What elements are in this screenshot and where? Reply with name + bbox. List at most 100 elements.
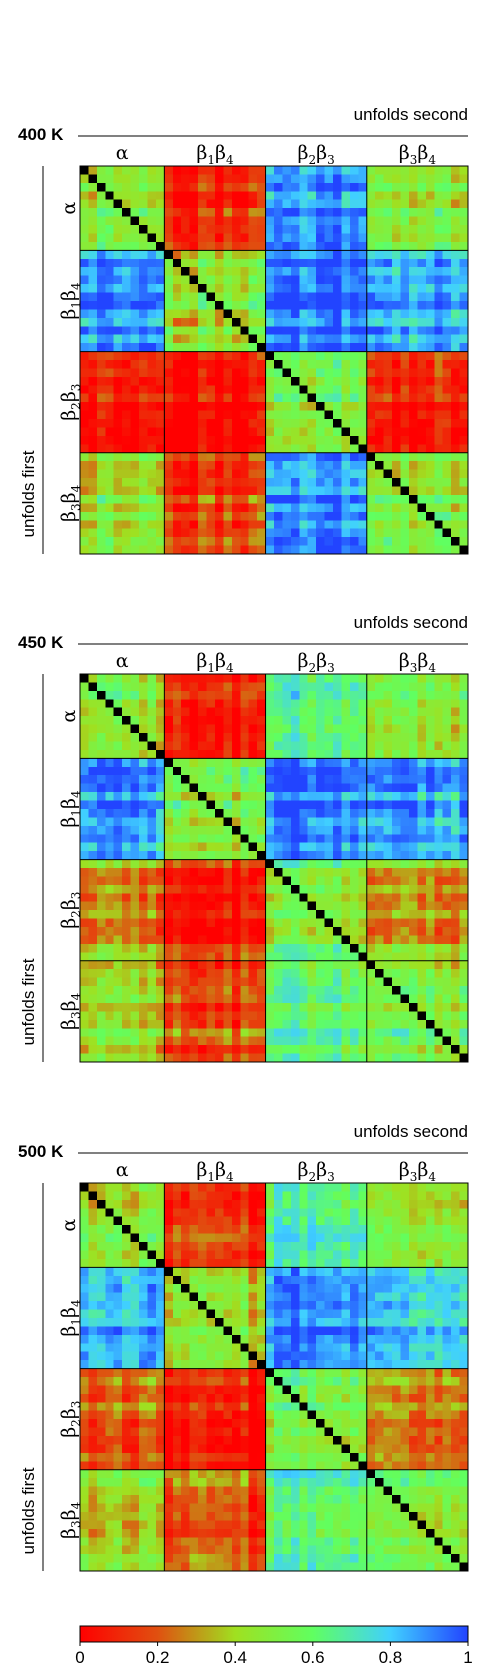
heatmap-cell <box>333 334 342 344</box>
heatmap-cell <box>358 1019 368 1029</box>
heatmap-cell <box>189 360 199 369</box>
heatmap-cell <box>290 1216 300 1226</box>
heatmap-cell <box>206 461 216 470</box>
heatmap-cell <box>248 1199 258 1209</box>
heatmap-cell <box>316 1225 325 1234</box>
heatmap-cell <box>130 808 140 818</box>
heatmap-cell <box>408 494 418 504</box>
heatmap-cell <box>257 343 266 352</box>
heatmap-cell <box>358 427 368 437</box>
row-region-label: β1β4 <box>58 1299 83 1337</box>
heatmap-cell <box>282 1301 292 1310</box>
heatmap-cell <box>164 351 174 361</box>
heatmap-cell <box>451 910 460 919</box>
heatmap-cell <box>358 1225 368 1234</box>
heatmap-cell <box>417 783 427 793</box>
heatmap-cell <box>375 452 384 462</box>
heatmap-cell <box>139 376 148 386</box>
heatmap-cell <box>316 733 325 742</box>
heatmap-cell <box>231 1258 241 1268</box>
heatmap-cell <box>451 478 460 487</box>
heatmap-cell <box>189 918 199 928</box>
heatmap-cell <box>425 199 435 209</box>
heatmap-cell <box>147 174 157 184</box>
heatmap-cell <box>189 199 199 209</box>
heatmap-cell <box>198 334 207 344</box>
heatmap-cell <box>400 182 410 192</box>
heatmap-cell <box>274 1053 283 1063</box>
heatmap-cell <box>223 775 233 784</box>
heatmap-cell <box>408 511 418 521</box>
heatmap-cell <box>223 182 233 192</box>
heatmap-cell <box>299 258 309 268</box>
heatmap-cell <box>349 326 359 335</box>
heatmap-cell <box>358 191 368 201</box>
heatmap-cell <box>274 1250 283 1260</box>
heatmap-cell <box>349 435 359 445</box>
heatmap-cell <box>265 690 275 700</box>
heatmap-cell <box>214 766 224 776</box>
heatmap-cell <box>282 182 292 192</box>
heatmap-cell <box>341 935 351 945</box>
heatmap-cell <box>214 182 224 192</box>
heatmap-cell <box>383 1002 393 1012</box>
heatmap-cell <box>392 208 401 217</box>
heatmap-cell <box>400 884 410 894</box>
heatmap-cell <box>223 868 233 877</box>
heatmap-cell <box>181 741 190 751</box>
heatmap-cell <box>88 1284 98 1293</box>
heatmap-cell <box>366 503 376 513</box>
heatmap-cell <box>139 868 148 877</box>
column-region-label: β3β4 <box>399 1159 437 1184</box>
heatmap-cell <box>417 545 427 555</box>
heatmap-cell <box>408 469 418 479</box>
heatmap-cell <box>164 918 174 928</box>
heatmap-cell <box>231 410 241 420</box>
heatmap-cell <box>375 1191 384 1201</box>
heatmap-cell <box>366 690 376 700</box>
heatmap-cell <box>425 766 435 776</box>
heatmap-cell <box>198 1284 207 1293</box>
heatmap-cell <box>358 825 368 835</box>
heatmap-cell <box>130 511 140 521</box>
heatmap-cell <box>408 1028 418 1037</box>
heatmap-cell <box>130 699 140 709</box>
heatmap-cell <box>105 284 115 293</box>
heatmap-cell <box>122 486 131 496</box>
heatmap-cell <box>139 758 148 768</box>
heatmap-cell <box>231 859 241 869</box>
heatmap-cell <box>130 758 140 768</box>
heatmap-cell <box>400 969 410 978</box>
heatmap-cell <box>459 1053 469 1063</box>
heatmap-cell <box>265 452 275 462</box>
heatmap-cell <box>324 1028 334 1037</box>
heatmap-cell <box>231 275 241 285</box>
heatmap-cell <box>417 766 427 776</box>
heatmap-cell <box>408 174 418 184</box>
heatmap-cell <box>282 385 292 395</box>
heatmap-cell <box>80 1036 89 1046</box>
heatmap-cell <box>408 317 418 327</box>
heatmap-cell <box>341 1216 351 1226</box>
heatmap-cell <box>248 800 258 810</box>
heatmap-cell <box>164 884 174 894</box>
heatmap-cell <box>358 935 368 945</box>
heatmap-cell <box>307 376 317 386</box>
heatmap-cell <box>349 199 359 209</box>
heatmap-cell <box>181 267 190 276</box>
heatmap-cell <box>392 969 401 978</box>
heatmap-cell <box>383 1275 393 1285</box>
heatmap-cell <box>257 766 266 776</box>
heatmap-cell <box>147 1275 157 1285</box>
heatmap-cell <box>392 1183 401 1192</box>
heatmap-cell <box>240 733 249 742</box>
heatmap-cell <box>400 250 410 260</box>
heatmap-cell <box>366 309 376 319</box>
heatmap-cell <box>425 191 435 201</box>
heatmap-cell <box>189 775 199 784</box>
heatmap-cell <box>198 868 207 877</box>
heatmap-cell <box>231 1233 241 1243</box>
heatmap-cell <box>459 292 469 302</box>
heatmap-cell <box>400 241 410 251</box>
heatmap-cell <box>214 918 224 928</box>
